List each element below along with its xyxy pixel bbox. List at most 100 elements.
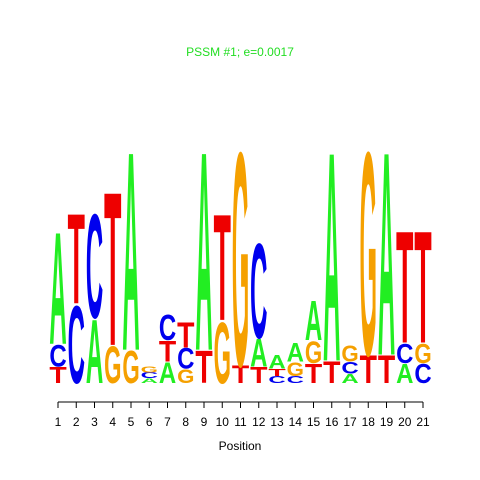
- letter-group: T: [214, 184, 231, 353]
- letter: A: [141, 377, 158, 384]
- letter-group: A: [323, 91, 340, 425]
- letter: T: [268, 367, 285, 378]
- x-tick-label: 6: [146, 415, 153, 429]
- x-tick-label: 11: [234, 415, 247, 429]
- letter-group: T: [360, 348, 377, 392]
- letter-group: A: [268, 351, 285, 373]
- letter: T: [323, 355, 340, 390]
- letter-group: A: [122, 94, 139, 412]
- letter-group: T: [305, 358, 322, 389]
- letter: T: [396, 199, 413, 378]
- letter-group: A: [250, 331, 267, 375]
- letter: G: [122, 341, 139, 393]
- letter-group: C: [268, 374, 285, 385]
- letter-group: A: [341, 371, 358, 386]
- x-tick-label: 19: [380, 415, 394, 429]
- chart-title: PSSM #1; e=0.0017: [186, 45, 294, 59]
- letter-group: A: [305, 290, 322, 352]
- letter-group: T: [159, 335, 176, 368]
- x-tick-label: 14: [289, 415, 303, 429]
- letter-group: A: [159, 356, 176, 389]
- letter: T: [378, 348, 395, 392]
- letter: G: [104, 335, 121, 394]
- letter-group: T: [104, 147, 121, 393]
- letter: T: [414, 199, 431, 378]
- letter-group: C: [49, 338, 66, 373]
- letter-group: C: [341, 359, 358, 377]
- letter-group: G: [414, 338, 431, 369]
- letter-group: G: [232, 90, 249, 431]
- x-tick-label: 4: [109, 415, 116, 429]
- x-tick-label: 12: [252, 415, 266, 429]
- letter-group: G: [287, 358, 304, 380]
- letter: C: [86, 183, 103, 350]
- letter-group: T: [232, 361, 249, 389]
- letter-group: T: [195, 341, 212, 393]
- letter: C: [177, 342, 194, 375]
- letter: C: [414, 358, 431, 389]
- letter: T: [104, 147, 121, 393]
- letter-group: C: [86, 183, 103, 350]
- x-tick-label: 10: [216, 415, 230, 429]
- letter-group: C: [68, 283, 85, 407]
- letter-group: A: [378, 92, 395, 417]
- letter-group: C: [250, 216, 267, 367]
- letter: C: [250, 216, 267, 367]
- letter: G: [232, 90, 249, 431]
- letter-group: A: [49, 200, 66, 379]
- letter-group: A: [141, 377, 158, 384]
- letter: A: [305, 290, 322, 352]
- letter: C: [268, 374, 285, 385]
- letter-group: C: [159, 307, 176, 348]
- letter: A: [250, 331, 267, 375]
- x-tick-label: 7: [164, 415, 171, 429]
- letter-group: C: [177, 342, 194, 375]
- letter: G: [360, 92, 377, 417]
- letter: C: [341, 359, 358, 377]
- letter: T: [177, 314, 194, 355]
- letter: T: [68, 188, 85, 331]
- x-axis-label: Position: [219, 439, 262, 453]
- x-tick-label: 16: [325, 415, 339, 429]
- letter-group: G: [104, 335, 121, 394]
- letter-group: T: [268, 367, 285, 378]
- letter-group: C: [396, 338, 413, 369]
- letter: T: [159, 335, 176, 368]
- letter-group: T: [323, 355, 340, 390]
- letter-group: G: [122, 341, 139, 393]
- letter: C: [68, 283, 85, 407]
- letter-group: A: [86, 302, 103, 403]
- letter: G: [177, 365, 194, 387]
- letter: T: [232, 361, 249, 389]
- x-tick-label: 18: [362, 415, 376, 429]
- letter: G: [414, 338, 431, 369]
- letter-group: G: [341, 341, 358, 367]
- letter: C: [287, 374, 304, 385]
- letter: G: [141, 365, 158, 374]
- letter-group: C: [287, 374, 304, 385]
- letter-group: T: [414, 199, 431, 378]
- letter-group: G: [214, 304, 231, 402]
- letter: T: [195, 341, 212, 393]
- letter: G: [341, 341, 358, 367]
- letter: A: [49, 200, 66, 379]
- letter: G: [287, 358, 304, 380]
- letter: A: [287, 338, 304, 367]
- letter-group: A: [396, 358, 413, 389]
- x-tick-label: 3: [91, 415, 98, 429]
- letter: C: [396, 338, 413, 369]
- letter-group: G: [305, 334, 322, 369]
- letter-group: T: [396, 199, 413, 378]
- letter-group: T: [177, 314, 194, 355]
- letter: A: [159, 356, 176, 389]
- x-tick-label: 21: [416, 415, 430, 429]
- letter-group: C: [414, 358, 431, 389]
- letter-group: G: [141, 365, 158, 374]
- letter: C: [141, 371, 158, 380]
- letter: G: [305, 334, 322, 369]
- x-tick-label: 8: [182, 415, 189, 429]
- letter: A: [341, 371, 358, 386]
- letter-group: G: [360, 92, 377, 417]
